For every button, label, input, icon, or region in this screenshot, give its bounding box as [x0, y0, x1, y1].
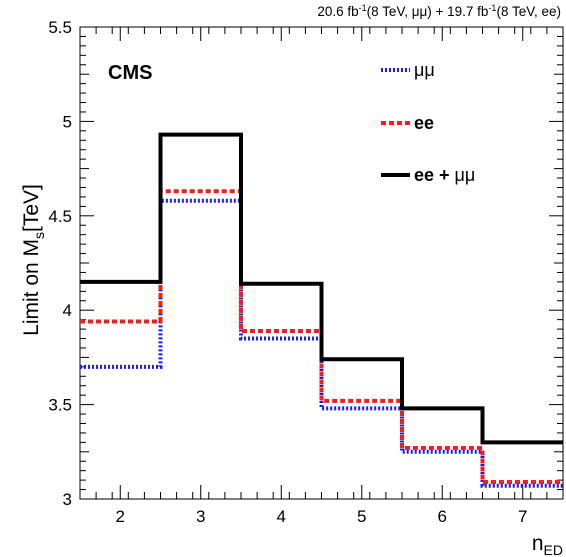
series-combined [80, 132, 563, 445]
x-tick-label-7: 7 [518, 507, 527, 526]
x-tick-label-2: 2 [116, 507, 125, 526]
y-tick-label-4.5: 4.5 [48, 207, 72, 226]
x-tick-label-3: 3 [196, 507, 205, 526]
legend-label-ee: ee [414, 113, 434, 133]
x-tick-label-5: 5 [357, 507, 366, 526]
x-tick-label-6: 6 [438, 507, 447, 526]
axis-ticks [79, 26, 564, 500]
y-tick-label-3: 3 [63, 490, 72, 509]
legend: μμ ee ee + μμ [381, 60, 475, 185]
y-tick-label-5: 5 [63, 112, 72, 131]
x-tick-label-4: 4 [277, 507, 286, 526]
axis-tick-labels: 2 3 4 5 6 7 3 3.5 4 4.5 5 5.5 [48, 18, 527, 526]
legend-label-mumu: μμ [414, 60, 435, 80]
y-tick-label-5.5: 5.5 [48, 18, 72, 37]
y-tick-label-3.5: 3.5 [48, 396, 72, 415]
x-axis-title: nED [532, 532, 563, 557]
y-axis-title: Limit on Ms[TeV] [20, 184, 47, 336]
series-layer [80, 132, 563, 488]
y-tick-label-4: 4 [63, 301, 72, 320]
plot-frame [79, 26, 564, 500]
header-luminosity: 20.6 fb-1(8 TeV, μμ) + 19.7 fb-1(8 TeV, … [317, 3, 561, 19]
cms-label: CMS [108, 62, 152, 84]
series-ee [80, 189, 563, 485]
legend-label-combined: ee + μμ [414, 165, 475, 185]
